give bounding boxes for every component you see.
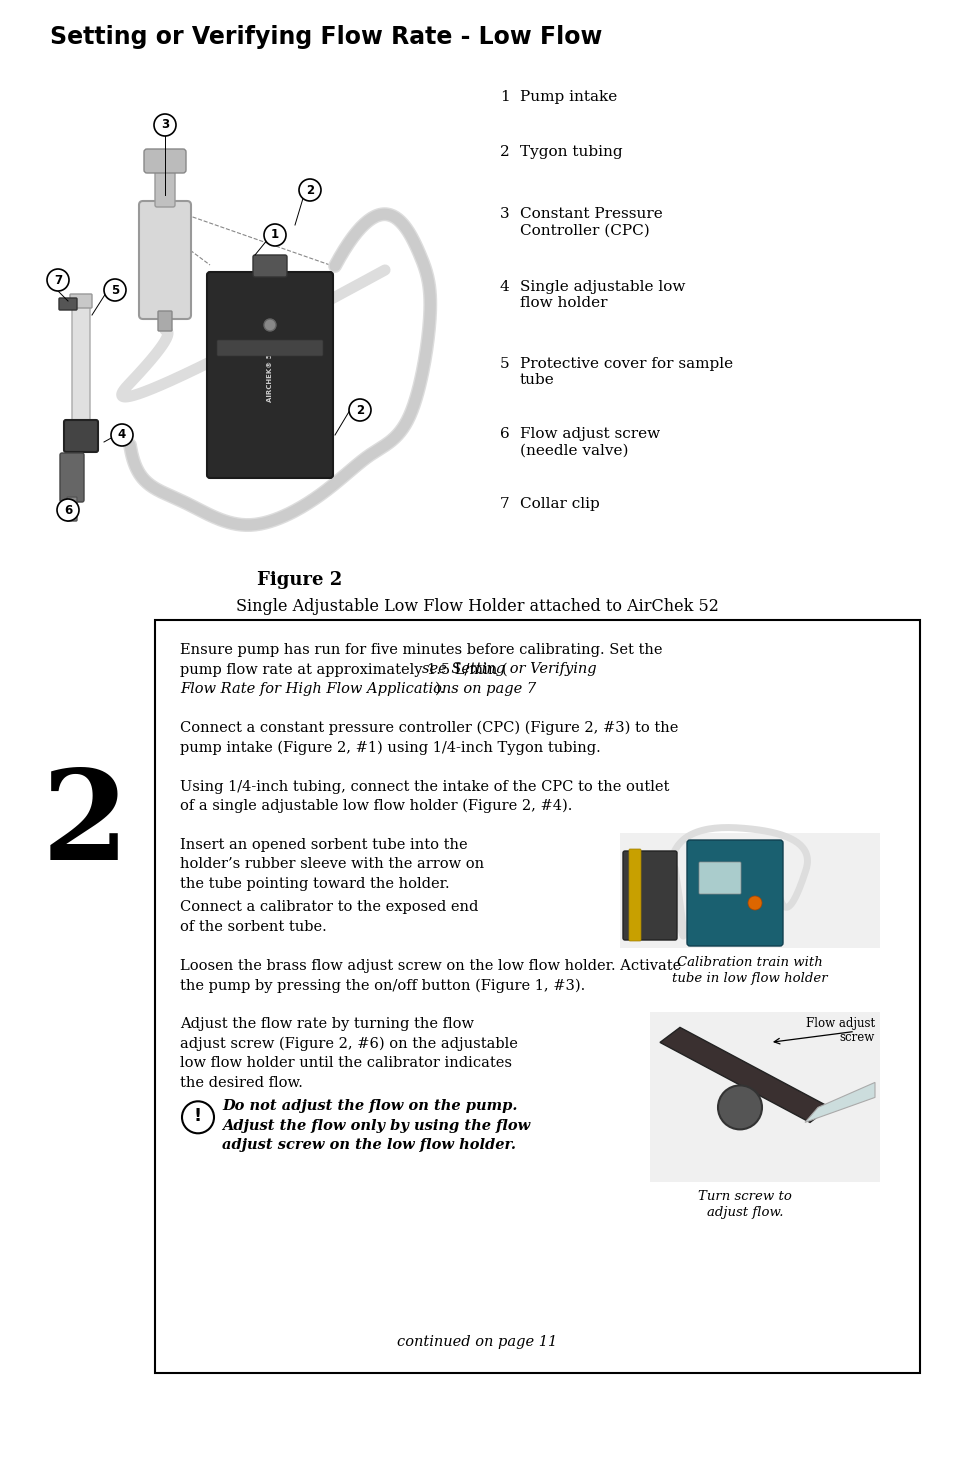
Text: Connect a calibrator to the exposed end: Connect a calibrator to the exposed end: [180, 900, 477, 914]
Text: Insert an opened sorbent tube into the: Insert an opened sorbent tube into the: [180, 838, 467, 853]
Circle shape: [47, 268, 69, 291]
FancyBboxPatch shape: [67, 497, 77, 521]
Text: of the sorbent tube.: of the sorbent tube.: [180, 920, 327, 934]
Text: low flow holder until the calibrator indicates: low flow holder until the calibrator ind…: [180, 1056, 512, 1071]
FancyBboxPatch shape: [144, 149, 186, 173]
FancyBboxPatch shape: [207, 271, 333, 478]
Circle shape: [349, 400, 371, 420]
Text: Single Adjustable Low Flow Holder attached to AirChek 52: Single Adjustable Low Flow Holder attach…: [235, 597, 718, 615]
Text: 2: 2: [306, 183, 314, 196]
FancyBboxPatch shape: [158, 311, 172, 330]
Text: holder’s rubber sleeve with the arrow on: holder’s rubber sleeve with the arrow on: [180, 857, 483, 872]
Text: 3: 3: [499, 207, 509, 221]
Text: Using 1/4-inch tubing, connect the intake of the CPC to the outlet: Using 1/4-inch tubing, connect the intak…: [180, 779, 669, 794]
Text: of a single adjustable low flow holder (Figure 2, #4).: of a single adjustable low flow holder (…: [180, 799, 572, 813]
Circle shape: [111, 423, 132, 445]
Circle shape: [718, 1086, 761, 1130]
Circle shape: [298, 178, 320, 201]
Circle shape: [264, 319, 275, 330]
Circle shape: [153, 114, 175, 136]
FancyBboxPatch shape: [154, 620, 919, 1373]
Text: Do not adjust the flow on the pump.: Do not adjust the flow on the pump.: [222, 1099, 517, 1114]
Text: see Setting or Verifying: see Setting or Verifying: [421, 662, 596, 677]
Text: ).: ).: [435, 681, 445, 696]
FancyBboxPatch shape: [71, 302, 90, 426]
Text: Calibration train with: Calibration train with: [677, 956, 822, 969]
FancyBboxPatch shape: [59, 298, 77, 310]
Text: the pump by pressing the on/off button (Figure 1, #3).: the pump by pressing the on/off button (…: [180, 978, 584, 993]
Text: 7: 7: [499, 497, 509, 510]
Text: pump intake (Figure 2, #1) using 1/4-inch Tygon tubing.: pump intake (Figure 2, #1) using 1/4-inc…: [180, 740, 600, 755]
FancyBboxPatch shape: [619, 833, 879, 948]
Text: Collar clip: Collar clip: [519, 497, 599, 510]
FancyBboxPatch shape: [649, 1012, 879, 1183]
Circle shape: [182, 1102, 213, 1133]
Text: Flow adjust: Flow adjust: [805, 1018, 874, 1031]
Text: 4: 4: [499, 280, 509, 294]
Text: Setting or Verifying Flow Rate - Low Flow: Setting or Verifying Flow Rate - Low Flo…: [50, 25, 601, 49]
Text: continued on page 11: continued on page 11: [396, 1335, 557, 1350]
FancyBboxPatch shape: [154, 164, 174, 206]
Text: adjust screw (Figure 2, #6) on the adjustable: adjust screw (Figure 2, #6) on the adjus…: [180, 1037, 517, 1052]
Text: Connect a constant pressure controller (CPC) (Figure 2, #3) to the: Connect a constant pressure controller (…: [180, 721, 678, 736]
FancyBboxPatch shape: [699, 861, 740, 894]
Text: Flow Rate for High Flow Applications on page 7: Flow Rate for High Flow Applications on …: [180, 681, 536, 696]
Text: pump flow rate at approximately 1.5 L/min (: pump flow rate at approximately 1.5 L/mi…: [180, 662, 507, 677]
FancyBboxPatch shape: [253, 255, 287, 277]
Text: 1: 1: [271, 229, 279, 242]
Text: the tube pointing toward the holder.: the tube pointing toward the holder.: [180, 878, 449, 891]
Text: Figure 2: Figure 2: [257, 571, 342, 589]
Text: Adjust the flow rate by turning the flow: Adjust the flow rate by turning the flow: [180, 1018, 474, 1031]
Text: Flow adjust screw
(needle valve): Flow adjust screw (needle valve): [519, 426, 659, 457]
Text: 5: 5: [111, 283, 119, 296]
Text: adjust flow.: adjust flow.: [706, 1207, 782, 1220]
Text: 5: 5: [499, 357, 509, 372]
Text: the desired flow.: the desired flow.: [180, 1075, 302, 1090]
Text: 7: 7: [54, 273, 62, 286]
Text: Turn screw to: Turn screw to: [698, 1190, 791, 1204]
Text: 6: 6: [64, 503, 72, 516]
FancyBboxPatch shape: [70, 294, 91, 308]
Text: AIRCHEK® 52: AIRCHEK® 52: [267, 348, 273, 401]
FancyBboxPatch shape: [139, 201, 191, 319]
Text: Loosen the brass flow adjust screw on the low flow holder. Activate: Loosen the brass flow adjust screw on th…: [180, 959, 680, 974]
Text: 2: 2: [355, 404, 364, 416]
FancyBboxPatch shape: [628, 850, 640, 941]
Text: 2: 2: [42, 764, 129, 885]
Text: Protective cover for sample
tube: Protective cover for sample tube: [519, 357, 732, 388]
FancyBboxPatch shape: [686, 839, 782, 945]
Text: Single adjustable low
flow holder: Single adjustable low flow holder: [519, 280, 684, 310]
Text: !: !: [193, 1108, 202, 1125]
Text: 1: 1: [499, 90, 509, 105]
Text: tube in low flow holder: tube in low flow holder: [672, 972, 827, 985]
Text: adjust screw on the low flow holder.: adjust screw on the low flow holder.: [222, 1139, 516, 1152]
Text: Ensure pump has run for five minutes before calibrating. Set the: Ensure pump has run for five minutes bef…: [180, 643, 661, 656]
FancyBboxPatch shape: [64, 420, 98, 451]
Text: 2: 2: [499, 145, 509, 159]
FancyBboxPatch shape: [60, 453, 84, 502]
FancyBboxPatch shape: [216, 341, 323, 355]
Text: Tygon tubing: Tygon tubing: [519, 145, 622, 159]
Text: 3: 3: [161, 118, 169, 131]
Text: Constant Pressure
Controller (CPC): Constant Pressure Controller (CPC): [519, 207, 662, 237]
Circle shape: [747, 895, 761, 910]
Text: screw: screw: [839, 1031, 874, 1044]
Polygon shape: [804, 1083, 874, 1122]
Circle shape: [57, 499, 79, 521]
Text: 4: 4: [118, 429, 126, 441]
Text: Pump intake: Pump intake: [519, 90, 617, 105]
Text: Adjust the flow only by using the flow: Adjust the flow only by using the flow: [222, 1120, 530, 1133]
FancyBboxPatch shape: [622, 851, 677, 940]
Circle shape: [264, 224, 286, 246]
Text: 6: 6: [499, 426, 509, 441]
Polygon shape: [659, 1028, 829, 1122]
Circle shape: [104, 279, 126, 301]
